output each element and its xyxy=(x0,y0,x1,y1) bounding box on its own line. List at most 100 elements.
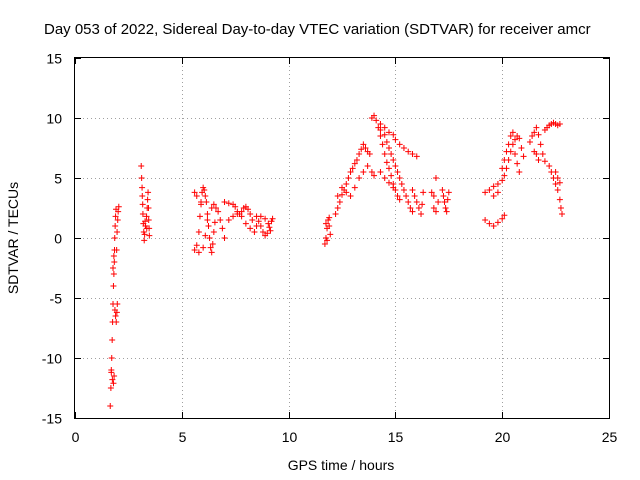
data-point xyxy=(371,112,378,119)
data-point xyxy=(440,193,447,199)
data-point xyxy=(409,151,416,157)
data-point xyxy=(193,193,200,199)
data-point xyxy=(499,215,506,222)
data-point xyxy=(141,231,148,238)
data-point xyxy=(247,211,254,217)
series-seg-c xyxy=(191,184,228,256)
y-axis-label: SDTVAR / TECUs xyxy=(5,182,21,294)
data-point xyxy=(385,165,392,172)
data-point xyxy=(225,200,232,207)
data-point xyxy=(113,247,120,253)
data-point xyxy=(442,205,449,211)
y-tick-label: -5 xyxy=(50,291,63,307)
data-point xyxy=(443,208,450,215)
data-point xyxy=(360,169,367,175)
data-point xyxy=(503,148,510,155)
data-point xyxy=(219,225,226,232)
data-point xyxy=(512,151,519,157)
data-point xyxy=(193,242,200,249)
y-tick-label: -15 xyxy=(42,411,62,427)
data-point xyxy=(501,212,508,219)
data-point xyxy=(208,249,215,256)
data-point xyxy=(249,217,256,223)
data-point xyxy=(362,145,369,151)
data-point xyxy=(321,241,328,247)
data-point xyxy=(552,181,559,187)
data-point xyxy=(336,199,343,205)
series-seg-b xyxy=(138,163,153,244)
data-point xyxy=(351,184,358,191)
data-point xyxy=(115,208,122,215)
data-point xyxy=(482,217,489,223)
data-point xyxy=(556,179,563,186)
series-seg-i xyxy=(377,121,427,217)
data-point xyxy=(145,189,152,196)
data-point xyxy=(411,193,418,199)
series-seg-f xyxy=(321,214,334,247)
data-point xyxy=(377,169,384,175)
data-point xyxy=(413,153,420,160)
data-point xyxy=(385,145,392,151)
x-tick-labels: 0 5 10 15 20 25 xyxy=(72,429,618,445)
data-point xyxy=(326,223,333,229)
data-point xyxy=(390,184,397,191)
data-point xyxy=(206,235,213,241)
data-point xyxy=(205,223,212,229)
data-point xyxy=(535,131,542,138)
data-point xyxy=(409,187,416,193)
data-point xyxy=(554,175,561,181)
data-point xyxy=(383,139,390,145)
data-point xyxy=(415,205,422,211)
data-point xyxy=(143,225,150,232)
data-point xyxy=(556,121,563,127)
data-point xyxy=(108,355,115,361)
data-point xyxy=(109,337,116,343)
data-point xyxy=(388,151,395,157)
data-point xyxy=(196,213,203,220)
data-point xyxy=(539,151,546,157)
data-point xyxy=(486,220,493,227)
data-point xyxy=(396,175,403,181)
data-point xyxy=(322,220,329,227)
data-point xyxy=(537,141,544,148)
data-point xyxy=(428,189,435,196)
data-point xyxy=(445,189,452,196)
data-point xyxy=(390,157,397,163)
data-point xyxy=(520,153,527,160)
data-point xyxy=(327,231,334,238)
data-point xyxy=(509,129,516,136)
data-point xyxy=(111,259,118,265)
data-point xyxy=(339,191,345,198)
data-point xyxy=(400,187,407,193)
data-points xyxy=(107,112,566,409)
data-point xyxy=(390,131,397,138)
data-point xyxy=(507,133,514,139)
series-seg-j xyxy=(428,175,452,215)
data-point xyxy=(343,181,350,187)
data-point xyxy=(444,196,451,203)
data-point xyxy=(535,157,542,163)
data-point xyxy=(138,163,145,169)
data-point xyxy=(499,177,506,184)
data-point xyxy=(144,196,151,203)
data-point xyxy=(371,172,378,179)
data-point xyxy=(533,124,540,131)
data-point xyxy=(381,151,388,157)
data-point xyxy=(381,131,388,138)
data-point xyxy=(418,211,425,217)
data-point xyxy=(145,217,152,223)
data-point xyxy=(113,309,120,316)
data-point xyxy=(339,184,345,191)
data-point xyxy=(332,211,339,217)
y-tick-label: 0 xyxy=(54,231,62,247)
data-point xyxy=(373,117,380,124)
data-point xyxy=(533,151,540,157)
data-point xyxy=(242,220,249,227)
data-point xyxy=(200,244,207,251)
data-point xyxy=(514,160,521,167)
data-point xyxy=(265,220,272,227)
data-point xyxy=(400,145,407,151)
data-point xyxy=(405,199,412,205)
data-point xyxy=(191,247,198,253)
data-point xyxy=(207,244,214,251)
